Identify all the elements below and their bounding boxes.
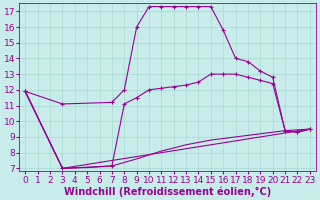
X-axis label: Windchill (Refroidissement éolien,°C): Windchill (Refroidissement éolien,°C) <box>64 186 271 197</box>
